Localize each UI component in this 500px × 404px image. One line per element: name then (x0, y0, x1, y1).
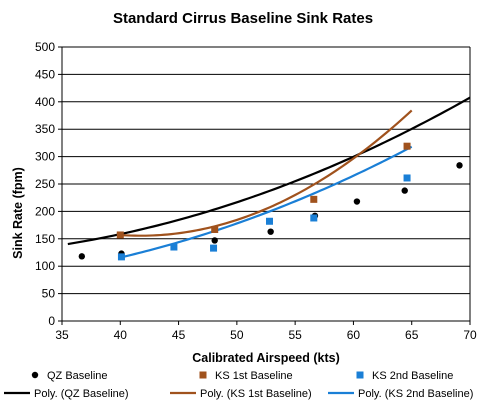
point-series-1 (403, 142, 411, 150)
x-tick-label: 55 (288, 328, 302, 342)
y-tick-label: 50 (42, 287, 56, 301)
x-tick-label: 60 (347, 328, 361, 342)
y-tick-label: 200 (35, 204, 55, 218)
y-tick-label: 250 (35, 177, 55, 191)
legend-marker-2 (356, 371, 364, 379)
trendline-2 (120, 145, 413, 259)
x-tick-label: 70 (463, 328, 477, 342)
legend: QZ Baseline KS 1st Baseline KS 2nd Baselin… (4, 370, 473, 400)
point-series-0 (267, 228, 274, 235)
x-tick-label: 35 (55, 328, 69, 342)
x-tick-label: 45 (172, 328, 186, 342)
x-tick-label: 50 (230, 328, 244, 342)
y-tick-label: 400 (35, 95, 55, 109)
trendline-0 (67, 96, 471, 246)
point-series-2 (170, 243, 178, 251)
legend-label-1: KS 1st Baseline (215, 370, 293, 382)
point-series-2 (265, 217, 273, 225)
grid (62, 46, 470, 295)
point-series-0 (353, 198, 361, 205)
y-tick-label: 350 (35, 122, 55, 136)
y-tick-label: 100 (35, 259, 55, 273)
legend-marker-1 (199, 371, 207, 379)
data-points (78, 142, 463, 261)
point-series-2 (310, 214, 318, 222)
y-tick-label: 300 (35, 150, 55, 164)
point-series-1 (211, 225, 219, 233)
point-series-0 (456, 162, 463, 169)
point-series-0 (78, 253, 86, 260)
x-tick-label: 65 (405, 328, 419, 342)
point-series-1 (116, 231, 124, 239)
y-tick-labels: 0 50 100 150 200 250 300 350 400 450 500 (35, 40, 55, 328)
chart-title: Standard Cirrus Baseline Sink Rates (113, 10, 373, 27)
x-tick-labels: 35 40 45 50 55 60 65 70 (55, 328, 477, 342)
point-series-0 (211, 237, 218, 244)
point-series-0 (401, 187, 408, 194)
y-tick-label: 0 (48, 314, 55, 328)
y-tick-label: 150 (35, 232, 55, 246)
point-series-2 (117, 253, 125, 261)
legend-trend-label-1: Poly. (KS 1st Baseline) (200, 388, 312, 400)
x-tick-label: 40 (114, 328, 128, 342)
trendlines (67, 96, 471, 259)
legend-label-2: KS 2nd Baseline (372, 370, 453, 382)
point-series-2 (210, 244, 218, 252)
y-tick-label: 450 (35, 67, 55, 81)
legend-marker-0 (31, 371, 39, 379)
x-axis-title: Calibrated Airspeed (kts) (192, 351, 340, 365)
legend-trend-label-2: Poly. (KS 2nd Baseline) (358, 388, 473, 400)
legend-label-0: QZ Baseline (47, 370, 108, 382)
point-series-2 (403, 174, 411, 182)
axes (58, 46, 471, 325)
trendline-1 (120, 109, 413, 237)
y-axis-title: Sink Rate (fpm) (11, 167, 25, 259)
y-tick-label: 500 (35, 40, 55, 54)
point-series-1 (310, 195, 318, 203)
legend-trend-label-0: Poly. (QZ Baseline) (34, 388, 129, 400)
